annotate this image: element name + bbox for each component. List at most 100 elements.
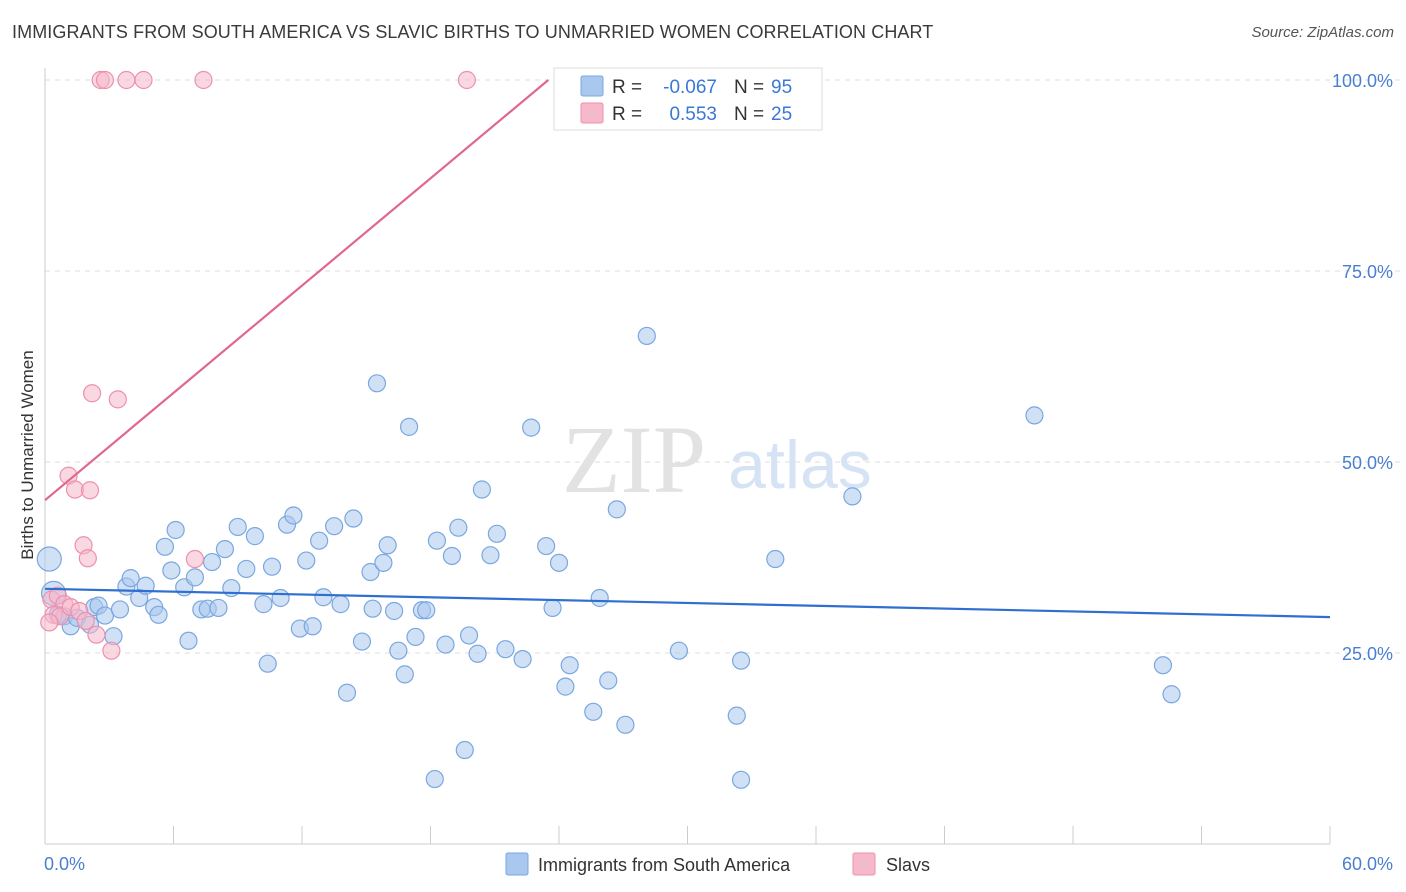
point-south-america xyxy=(331,595,350,614)
point-south-america xyxy=(549,553,569,572)
point-slavs xyxy=(83,384,102,403)
point-slavs xyxy=(87,625,106,644)
point-south-america xyxy=(459,626,479,645)
trend-lines xyxy=(44,79,1331,619)
point-south-america xyxy=(436,635,455,654)
legend-r-value-2: 0.553 xyxy=(669,104,717,125)
point-south-america xyxy=(162,561,181,580)
legend-r-value-1: -0.067 xyxy=(663,77,717,98)
point-south-america xyxy=(727,706,746,725)
legend-series-1-label: Immigrants from South America xyxy=(538,855,791,875)
point-slavs xyxy=(185,549,205,569)
point-south-america xyxy=(731,651,751,670)
point-south-america xyxy=(395,665,414,684)
legend-n-value-1: 95 xyxy=(771,77,792,98)
data-points xyxy=(36,70,1181,789)
point-slavs xyxy=(134,70,153,90)
point-south-america xyxy=(481,546,500,565)
trend-line-slavs xyxy=(44,79,549,502)
axes xyxy=(44,68,1331,845)
point-south-america xyxy=(284,506,303,525)
point-south-america xyxy=(637,326,656,346)
y-tick-label: 100.0% xyxy=(1332,71,1393,91)
point-south-america xyxy=(361,562,380,582)
point-south-america xyxy=(584,702,603,721)
point-south-america xyxy=(215,539,234,559)
point-south-america xyxy=(185,568,205,587)
source-credit: Source: ZipAtlas.com xyxy=(1251,24,1394,41)
point-south-america xyxy=(254,595,273,614)
legend-series-2-label: Slavs xyxy=(886,855,930,875)
x-tick-labels: 0.0% 60.0% xyxy=(44,854,1393,874)
point-south-america xyxy=(271,588,290,608)
legend-r-label-2: R = xyxy=(612,104,642,125)
point-south-america xyxy=(110,600,130,619)
point-south-america xyxy=(1025,406,1044,425)
point-south-america xyxy=(303,617,322,636)
point-south-america xyxy=(245,527,264,546)
legend-swatch-series-1 xyxy=(505,852,529,876)
point-south-america xyxy=(121,569,140,588)
point-south-america xyxy=(513,650,532,669)
legend-swatch-blue xyxy=(580,75,604,97)
y-axis-label: Births to Unmarried Women xyxy=(18,350,37,559)
point-south-america xyxy=(314,588,333,607)
point-south-america xyxy=(374,553,393,572)
point-south-america xyxy=(367,374,387,393)
y-tick-label: 50.0% xyxy=(1342,453,1393,473)
point-south-america xyxy=(427,531,447,550)
point-south-america xyxy=(556,677,575,696)
point-south-america xyxy=(425,769,444,789)
y-tick-label: 75.0% xyxy=(1342,262,1393,282)
point-south-america xyxy=(616,715,635,734)
legend-swatch-pink xyxy=(580,102,604,124)
point-south-america xyxy=(543,598,562,618)
point-slavs xyxy=(76,611,95,631)
point-slavs xyxy=(80,481,100,500)
point-south-america xyxy=(599,671,618,690)
point-south-america xyxy=(384,601,404,621)
point-south-america xyxy=(149,605,168,624)
point-south-america xyxy=(297,551,316,570)
stats-legend: R = -0.067 N = 95 R = 0.553 N = 25 xyxy=(553,67,823,131)
point-south-america xyxy=(468,644,487,663)
point-south-america xyxy=(399,417,419,436)
series-legend: Immigrants from South America Slavs xyxy=(505,852,930,876)
point-south-america xyxy=(417,601,436,620)
point-south-america xyxy=(237,559,256,579)
x-tick-label: 60.0% xyxy=(1342,854,1393,874)
point-slavs xyxy=(95,70,115,90)
point-south-america xyxy=(496,640,515,659)
point-south-america xyxy=(36,546,62,572)
point-slavs xyxy=(108,390,127,409)
point-south-america xyxy=(325,517,344,536)
point-slavs xyxy=(78,549,97,568)
legend-n-label-1: N = xyxy=(734,77,764,98)
trend-line-south-america xyxy=(44,587,1331,619)
point-south-america xyxy=(669,641,689,660)
point-south-america xyxy=(363,599,382,618)
point-south-america xyxy=(202,552,222,572)
point-south-america xyxy=(731,770,751,789)
point-south-america xyxy=(487,524,506,543)
point-south-america xyxy=(766,549,785,569)
legend-n-value-2: 25 xyxy=(771,104,792,125)
point-south-america xyxy=(1153,656,1173,675)
point-south-america xyxy=(406,627,425,647)
point-south-america xyxy=(310,531,329,550)
point-south-america xyxy=(472,480,491,499)
point-south-america xyxy=(337,683,357,702)
legend-swatch-series-2 xyxy=(852,852,876,876)
point-south-america xyxy=(455,740,474,760)
point-south-america xyxy=(378,536,397,555)
point-south-america xyxy=(522,418,541,437)
point-slavs xyxy=(102,641,121,660)
watermark-zip: ZIP xyxy=(562,406,706,513)
legend-r-label-1: R = xyxy=(612,77,642,98)
point-south-america xyxy=(560,656,579,675)
point-south-america xyxy=(843,487,862,506)
legend-n-label-2: N = xyxy=(734,104,764,125)
point-south-america xyxy=(442,546,462,566)
point-slavs xyxy=(40,613,59,632)
